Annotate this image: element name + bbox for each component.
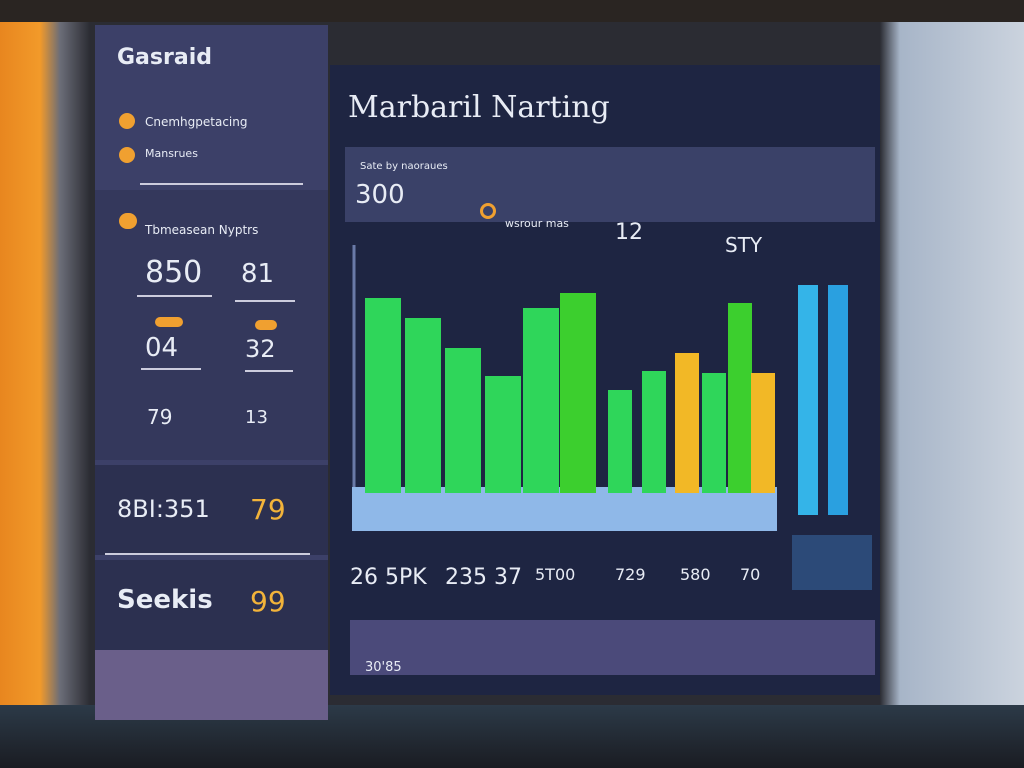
main-title: Marbaril Narting (348, 90, 610, 125)
bar (642, 371, 666, 493)
panel-badge: 99 (250, 585, 286, 618)
footer-text: 30'85 (365, 660, 402, 675)
chart (352, 245, 848, 531)
section-title: Tbmeasean Nyptrs (145, 223, 259, 237)
panel-label: Seekis (117, 585, 213, 615)
divider (140, 183, 303, 185)
stat: 850 (145, 255, 203, 290)
metric: 26 5PK (350, 565, 427, 590)
bar (365, 298, 401, 493)
divider (141, 368, 201, 370)
main-panel: Marbaril Narting Sate by naoraues 300 ws… (330, 65, 880, 695)
metric: 5T00 (535, 565, 576, 584)
bar (728, 303, 752, 493)
stats-panel (95, 190, 328, 460)
bar (675, 353, 699, 493)
sidebar: Gasraid Cnemhgpetacing Mansrues Tbmeasea… (95, 25, 328, 720)
header-code: STY (725, 233, 763, 257)
stat: 13 (245, 407, 268, 428)
bar (608, 390, 632, 493)
icon (155, 317, 183, 327)
bar (751, 373, 775, 493)
divider (137, 295, 212, 297)
divider (235, 300, 295, 302)
icon (255, 320, 277, 330)
divider (245, 370, 293, 372)
dot (119, 113, 135, 129)
header-value: 300 (355, 180, 405, 210)
panel-a (95, 465, 328, 555)
metric: 70 (740, 565, 761, 584)
header-tag: wsrour mas (505, 217, 569, 230)
panel-badge: 79 (250, 493, 286, 526)
frame-top (0, 0, 1024, 22)
divider (105, 553, 310, 555)
side-bar (828, 285, 848, 515)
header-label: Sate by naoraues (360, 161, 448, 172)
metric: 580 (680, 565, 711, 584)
bar (445, 348, 481, 493)
menu-item[interactable]: Cnemhgpetacing (145, 115, 248, 129)
sidebar-footer (95, 650, 328, 720)
footer-bar (350, 620, 875, 675)
menu-item[interactable]: Mansrues (145, 147, 198, 160)
bar (485, 376, 521, 493)
action-button[interactable] (792, 535, 872, 590)
stat: 32 (245, 335, 276, 363)
metric: 235 37 (445, 565, 522, 590)
bar (560, 293, 596, 493)
stat: 81 (241, 259, 275, 289)
icon (119, 213, 137, 229)
bar (702, 373, 726, 493)
panel-b (95, 560, 328, 650)
metric: 729 (615, 565, 646, 584)
header-count: 12 (615, 220, 643, 245)
bar (523, 308, 559, 493)
stat: 04 (145, 333, 179, 363)
chart-base (352, 487, 777, 531)
sidebar-title: Gasraid (117, 45, 212, 70)
stat: 79 (147, 405, 173, 429)
metrics-row: 26 5PK 235 37 5T00 729 580 70 (350, 555, 790, 615)
dot (119, 147, 135, 163)
icon (480, 203, 496, 219)
side-bar (798, 285, 818, 515)
bar (405, 318, 441, 493)
panel-value: 8BI:351 (117, 495, 210, 523)
header-bar (345, 147, 875, 222)
